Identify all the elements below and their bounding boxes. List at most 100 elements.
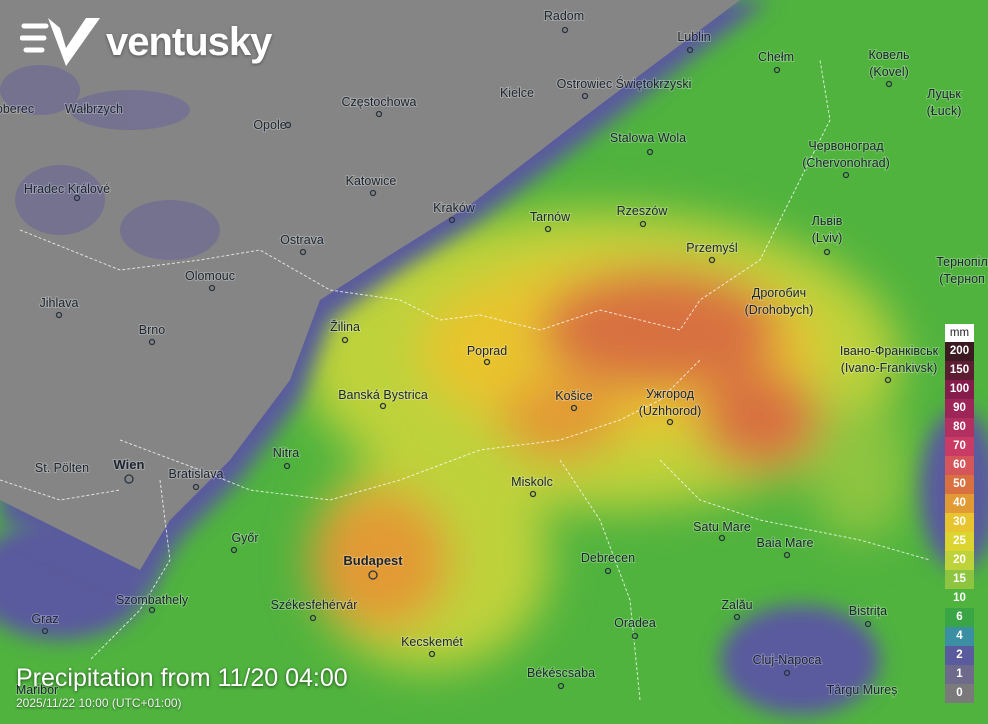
place-dot [557,682,565,690]
place-name-alt: (Chervonohrad) [802,156,890,170]
place-dot [428,650,436,658]
place-name: Žilina [330,319,360,334]
place-labels: Radom Lublin Chełm Ковель (Kovel) Луцьк (Łuck)… [0,8,988,698]
place-name: Banská Bystrica [338,388,428,402]
place-name: Košice [555,389,593,403]
place-name: Bistrița [849,604,887,618]
place-name: Olomouc [185,269,235,283]
borders [0,59,931,701]
place-name: Rzeszów [617,204,669,218]
place-name-alt: (Uzhhorod) [639,404,702,418]
place-dot [561,26,569,34]
place-name: Wałbrzych [65,102,123,116]
legend-item: 6 [945,608,974,627]
legend-item: 30 [945,513,974,532]
place-name: Stalowa Wola [610,131,686,145]
place-name: Ужгород [646,387,695,401]
place-name: Tarnów [530,210,571,224]
place-name: Kraków [433,201,476,215]
place-name-alt: (Lviv) [812,231,843,245]
place-dot [148,606,156,614]
place-dot [666,418,674,426]
place-dot [73,194,81,202]
place-dot [864,620,872,628]
light-precip [0,65,220,260]
place-name: St. Pölten [35,461,89,475]
place-name: Kecskemét [401,635,463,649]
place-name: Békéscsaba [527,666,595,680]
place-name-alt: (Kovel) [869,65,909,79]
legend-item: 60 [945,456,974,475]
legend-item: 2 [945,646,974,665]
place-name: Budapest [343,553,403,568]
place-name: Graz [31,612,58,626]
place-dot [708,256,716,264]
place-name: Cluj-Napoca [753,653,822,667]
legend-item: 40 [945,494,974,513]
place-dot [341,336,349,344]
place-dot [604,567,612,575]
dry-area [0,0,740,570]
place-name: Debrecen [581,551,635,565]
place-name: Maribor [16,683,58,697]
place-name: Hradec Králové [24,182,110,196]
place-dot [823,248,831,256]
place-name: Kielce [500,86,534,100]
place-dot [733,613,741,621]
place-name: Székesfehérvár [271,598,358,612]
place-dot [686,46,694,54]
legend-item: 10 [945,589,974,608]
place-dot [639,220,647,228]
place-name: Zalău [721,598,752,612]
logo[interactable]: ventusky [20,14,272,70]
legend-item: 90 [945,399,974,418]
place-dot [230,546,238,554]
place-name: Ostrowiec Świętokrzyski [557,76,692,91]
legend-item: 25 [945,532,974,551]
timestamp: 2025/11/22 10:00 (UTC+01:00) [16,696,182,710]
place-dot [884,376,892,384]
place-name: Chełm [758,50,794,64]
place-dot [581,92,589,100]
place-name: Szombathely [116,593,189,607]
place-name: Дрогобич [752,286,806,300]
place-name: Bratislava [169,467,224,481]
legend-item: 4 [945,627,974,646]
map-title: Precipitation from 11/20 04:00 [16,664,348,692]
place-name: Poprad [467,344,507,358]
place-name: Lublin [677,30,710,44]
place-name: Львів [812,214,843,228]
place-name: oberec [0,102,34,116]
place-name: Wien [114,457,145,472]
place-dot [570,404,578,412]
place-name: Червоноград [808,139,884,153]
place-dot [124,474,134,484]
place-dot [375,110,383,118]
place-name: Івано-Франківськ [840,344,939,358]
place-dot [284,121,292,129]
logo-icon [20,18,100,66]
place-dot [783,551,791,559]
place-dot [773,66,781,74]
place-dot [631,632,639,640]
place-name-alt: (Ivano-Frankivsk) [841,361,938,375]
place-dot [41,627,49,635]
place-dot [369,189,377,197]
place-dot [842,171,850,179]
place-dot [192,483,200,491]
place-name: Opole [253,118,286,132]
legend-item: 80 [945,418,974,437]
precip-field [300,210,910,670]
place-dot [529,490,537,498]
legend-item: 1 [945,665,974,684]
place-name: Brno [139,323,165,337]
place-name: Katowice [346,174,397,188]
place-dot [283,462,291,470]
place-name: Jihlava [40,296,79,310]
place-name: Satu Mare [693,520,751,534]
place-name-alt: (Drohobych) [745,303,814,317]
legend-item: 20 [945,551,974,570]
place-dot [148,338,156,346]
